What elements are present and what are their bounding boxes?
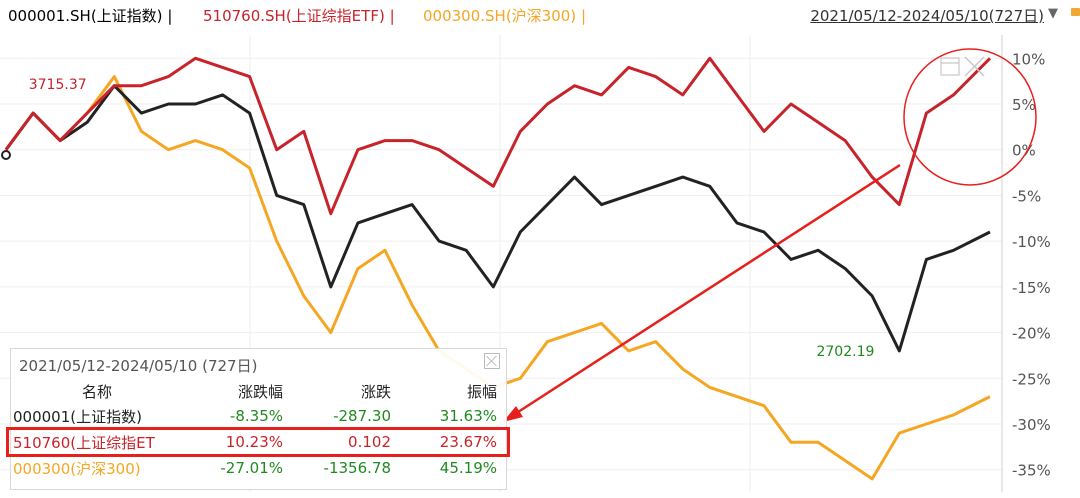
row-amp: 23.67% [439,433,497,451]
stats-title: 2021/05/12-2024/05/10 (727日) [19,357,258,375]
row-amp: 31.63% [439,407,497,425]
row-chg: 0.102 [348,433,391,451]
y-tick-label: -15% [1012,279,1051,297]
row-pct: -8.35% [229,407,283,425]
stats-panel: 2021/05/12-2024/05/10 (727日) 名称 涨跌幅 涨跌 振… [10,348,507,490]
table-row[interactable]: 510760(上证综指ET 10.23% 0.102 23.67% [11,429,497,455]
row-amp: 45.19% [439,459,497,477]
lock-icon [1071,8,1080,16]
highlight-arrow [503,163,901,422]
chevron-down-icon[interactable]: ▼ [1048,6,1058,21]
y-tick-label: -35% [1012,462,1051,480]
row-pct: 10.23% [225,433,283,451]
col-header-name: 名称 [81,382,112,401]
y-tick-label: -25% [1012,370,1051,388]
col-header-pct: 涨跌幅 [237,382,283,401]
table-row[interactable]: 000001(上证指数) -8.35% -287.30 31.63% [11,403,497,429]
legend-item-csi300[interactable]: 000300.SH(沪深300) | [423,7,586,25]
col-header-chg: 涨跌 [360,382,391,401]
series-line [4,84,991,353]
col-header-amp: 振幅 [466,382,497,401]
row-pct: -27.01% [220,459,283,477]
legend-item-etf[interactable]: 510760.SH(上证综指ETF) | [203,7,395,25]
row-name: 000001(上证指数) [13,407,142,426]
annotation-label: 3715.37 [29,77,87,93]
table-row[interactable]: 000300(沪深300) -27.01% -1356.78 45.19% [11,455,497,481]
highlight-box [6,427,510,457]
row-name: 510760(上证综指ET [13,433,155,452]
close-icon[interactable] [484,353,500,369]
y-tick-label: -5% [1012,187,1041,205]
row-name: 000300(沪深300) [13,459,141,478]
row-chg: -1356.78 [323,459,391,477]
row-chg: -287.30 [333,407,391,425]
y-tick-label: 5% [1012,96,1036,114]
header-bar: 000001.SH(上证指数) | 510760.SH(上证综指ETF) | 0… [0,0,1080,30]
y-tick-label: -20% [1012,325,1051,343]
start-marker [1,150,11,160]
maximize-icon[interactable] [940,57,960,76]
series-line [4,56,992,216]
annotation-label: 2702.19 [816,344,874,360]
highlight-circle [903,48,1037,186]
y-tick-label: -30% [1012,416,1051,434]
close-icon[interactable] [964,56,985,77]
y-tick-label: 10% [1012,50,1045,68]
period-selector[interactable]: 2021/05/12-2024/05/10(727日) [810,7,1044,25]
stats-table: 名称 涨跌幅 涨跌 振幅 000001(上证指数) -8.35% -287.30… [11,379,497,481]
y-axis: 10%5%0%-5%-10%-15%-20%-25%-30%-35% [1001,35,1051,492]
legend-item-sse[interactable]: 000001.SH(上证指数) | [8,7,173,25]
chart-annotations: 3715.37 2702.19 [29,77,875,360]
y-tick-label: -10% [1012,233,1051,251]
